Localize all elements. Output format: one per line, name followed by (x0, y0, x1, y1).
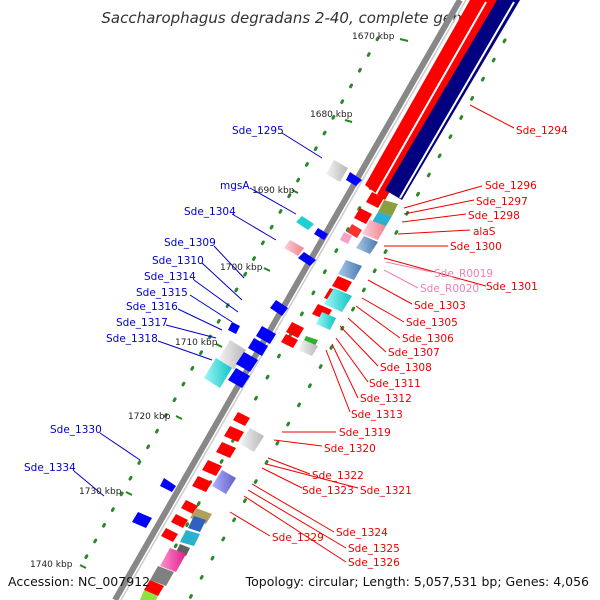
gene-label-sde-1317[interactable]: Sde_1317 (116, 317, 168, 329)
gene-label-sde-1294[interactable]: Sde_1294 (516, 125, 568, 137)
reverse-track-highlight (399, 1, 515, 199)
gene-label-sde-1305[interactable]: Sde_1305 (406, 317, 458, 329)
tick-label-1690: 1690 kbp (252, 186, 295, 196)
gene-label-sde-1315[interactable]: Sde_1315 (136, 287, 188, 299)
gene-label-sde-1319[interactable]: Sde_1319 (339, 427, 391, 439)
tick-label-1670: 1670 kbp (352, 32, 395, 42)
gene-label-sde-1309[interactable]: Sde_1309 (164, 237, 216, 249)
reverse-genes (132, 172, 362, 528)
gene-label-sde-1297[interactable]: Sde_1297 (476, 196, 528, 208)
gene-label-sde-1316[interactable]: Sde_1316 (126, 301, 178, 313)
gene-label-sde-1298[interactable]: Sde_1298 (468, 210, 520, 222)
gene-label-sde-1306[interactable]: Sde_1306 (402, 333, 454, 345)
tick-label-1680: 1680 kbp (310, 110, 353, 120)
gene-label-sde-1300[interactable]: Sde_1300 (450, 241, 502, 253)
gene-label-sde-1312[interactable]: Sde_1312 (360, 393, 412, 405)
tick-label-1700: 1700 kbp (220, 263, 263, 273)
gene-label-sde-1329[interactable]: Sde_1329 (272, 532, 324, 544)
tick-label-1720: 1720 kbp (128, 412, 171, 422)
rna-label-connectors (383, 261, 433, 289)
gene-label-sde-1330[interactable]: Sde_1330 (50, 424, 102, 436)
gene-label-sde-1321[interactable]: Sde_1321 (360, 485, 412, 497)
gene-label-sde-1301[interactable]: Sde_1301 (486, 281, 538, 293)
forward-strand-track (365, 0, 500, 200)
gene-label-sde-r0019[interactable]: Sde_R0019 (434, 268, 493, 280)
gene-label-sde-1295[interactable]: Sde_1295 (232, 125, 284, 137)
gene-label-sde-1304[interactable]: Sde_1304 (184, 206, 236, 218)
tick-label-1710: 1710 kbp (175, 338, 218, 348)
accession-text: Accession: NC_007912 (8, 574, 150, 589)
gene-label-sde-1313[interactable]: Sde_1313 (351, 409, 403, 421)
tick-marks (79, 38, 409, 569)
gene-label-sde-1334[interactable]: Sde_1334 (24, 462, 76, 474)
gene-label-sde-1311[interactable]: Sde_1311 (369, 378, 421, 390)
gene-label-sde-1296[interactable]: Sde_1296 (485, 180, 537, 192)
gene-label-sde-1310[interactable]: Sde_1310 (152, 255, 204, 267)
genome-backbone (112, 0, 463, 600)
gene-label-sde-1324[interactable]: Sde_1324 (336, 527, 388, 539)
gene-label-sde-1323[interactable]: Sde_1323 (302, 485, 354, 497)
gene-label-sde-1320[interactable]: Sde_1320 (324, 443, 376, 455)
feature-boxes (140, 160, 398, 600)
gene-label-sde-r0020[interactable]: Sde_R0020 (420, 283, 479, 295)
genome-backbone-highlight (120, 0, 467, 600)
gene-label-sde-1307[interactable]: Sde_1307 (388, 347, 440, 359)
gene-label-sde-1318[interactable]: Sde_1318 (106, 333, 158, 345)
gene-label-sde-1325[interactable]: Sde_1325 (348, 543, 400, 555)
tick-label-1740: 1740 kbp (30, 560, 73, 570)
left-label-connectors (73, 132, 323, 497)
topology-text: Topology: circular; Length: 5,057,531 bp… (245, 574, 589, 589)
gene-label-mgsa[interactable]: mgsA (220, 180, 250, 192)
gene-label-sde-1322[interactable]: Sde_1322 (312, 470, 364, 482)
right-label-connectors (229, 104, 515, 563)
gene-label-sde-1303[interactable]: Sde_1303 (414, 300, 466, 312)
tick-label-1730: 1730 kbp (79, 487, 122, 497)
gene-label-sde-1308[interactable]: Sde_1308 (380, 362, 432, 374)
gene-label-alas[interactable]: alaS (473, 226, 496, 238)
gene-label-sde-1314[interactable]: Sde_1314 (144, 271, 196, 283)
gene-label-sde-1326[interactable]: Sde_1326 (348, 557, 400, 569)
forward-track-highlight (375, 1, 487, 195)
map-title: Saccharophagus degradans 2-40, complete … (101, 9, 494, 27)
